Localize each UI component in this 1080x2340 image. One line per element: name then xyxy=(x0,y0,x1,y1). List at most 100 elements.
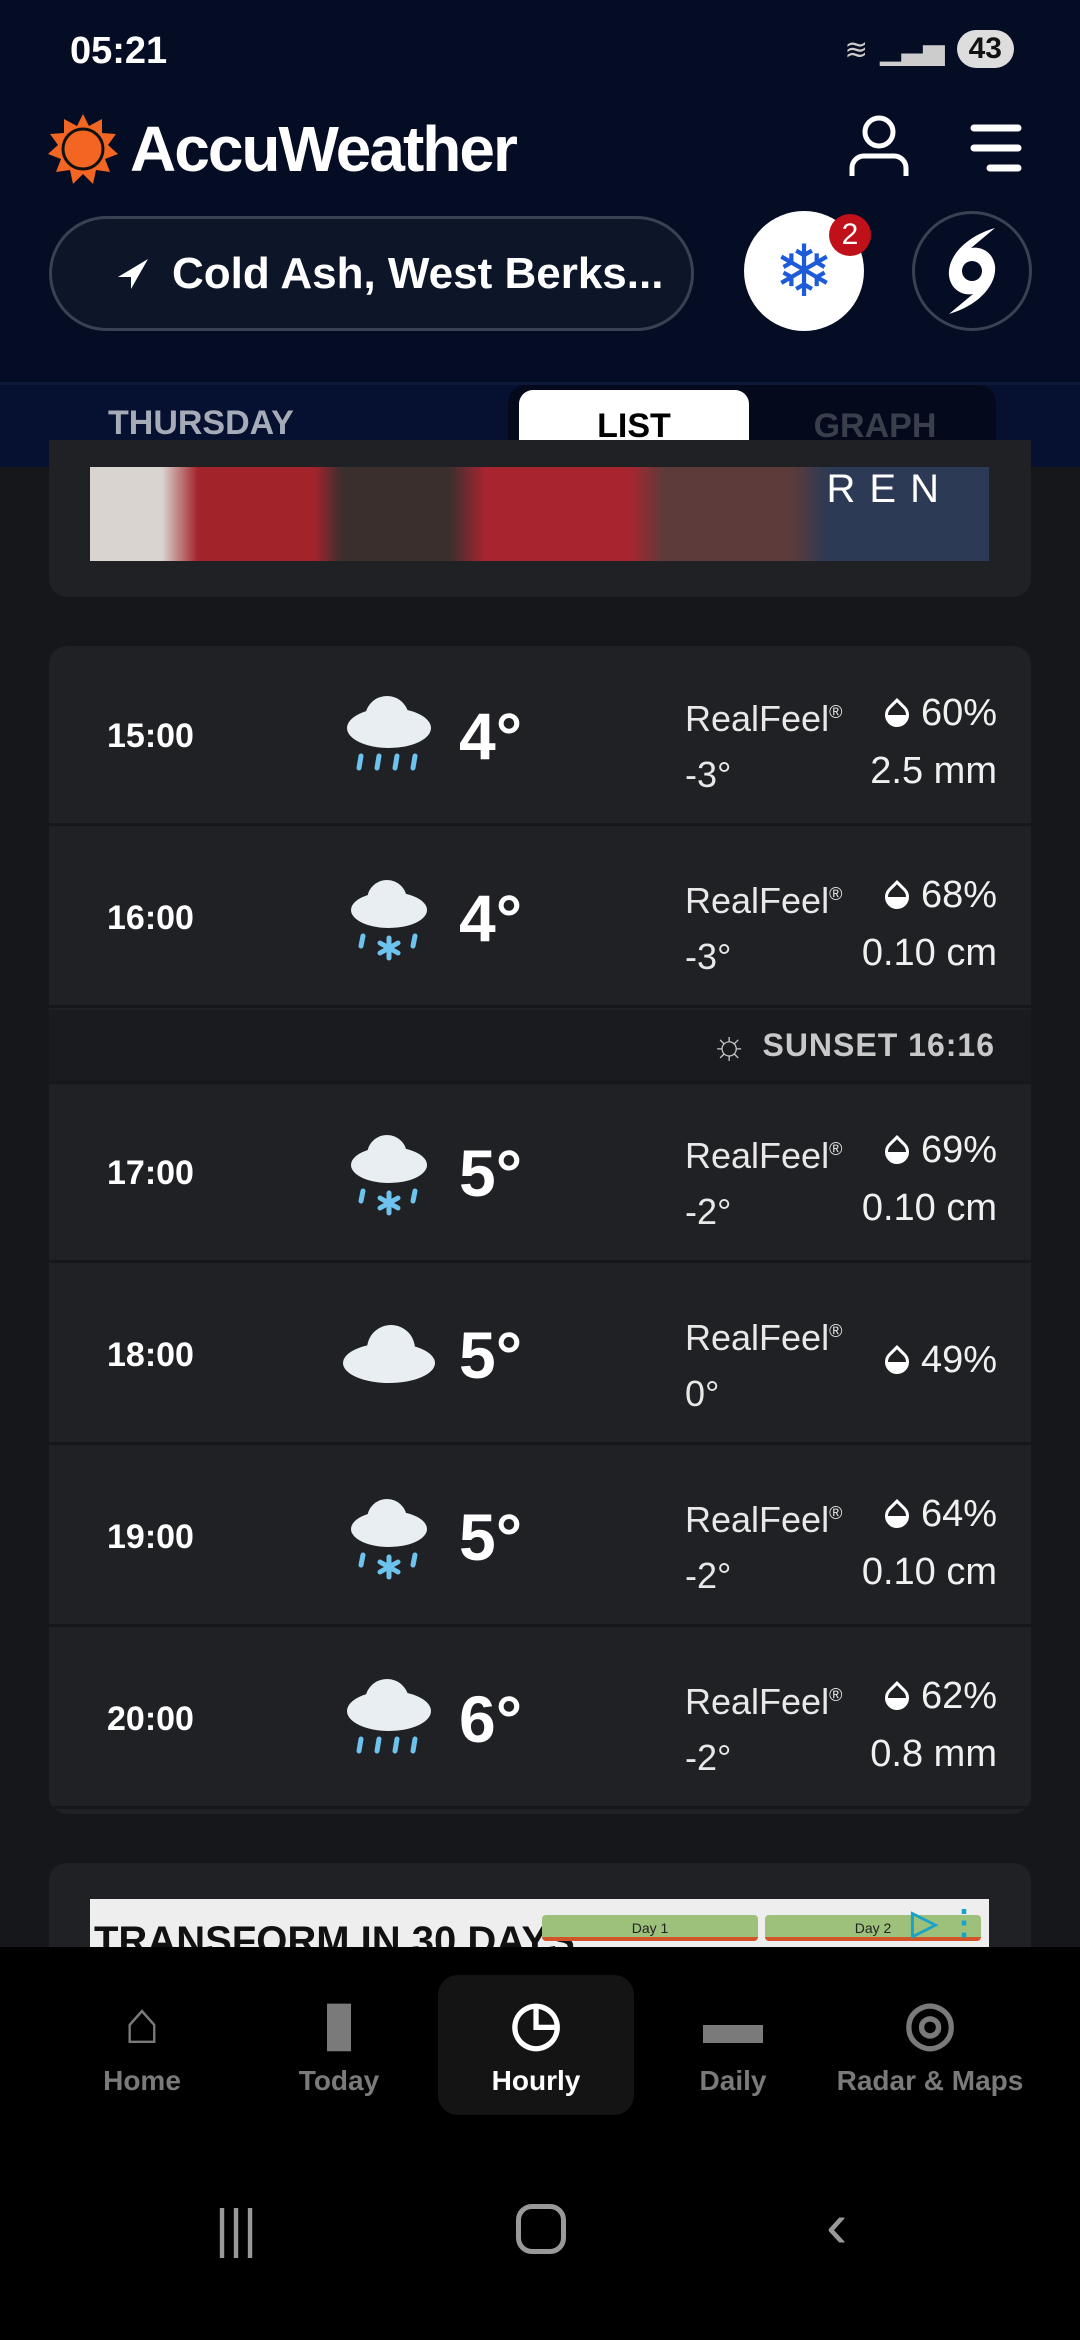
location-arrow-icon xyxy=(118,258,148,289)
realfeel-value: -2° xyxy=(685,1191,732,1232)
precip-probability: 62% xyxy=(920,1675,997,1717)
snowflake-icon: ❄ xyxy=(773,232,835,312)
realfeel-label: RealFeel xyxy=(685,1317,830,1358)
hour-time: 17:00 xyxy=(107,1154,194,1192)
sunset-label: SUNSET 16:16 xyxy=(762,1027,995,1063)
hourly-list: 15:00 4° RealFeel® -3° 60% 2.5 mm 16:00 4° … xyxy=(49,646,1031,1814)
cloud-icon xyxy=(339,1305,439,1405)
location-name: Cold Ash, West Berks... xyxy=(172,248,664,298)
status-time: 05:21 xyxy=(70,30,168,72)
sun-logo-icon xyxy=(48,114,118,184)
hour-temperature: 5° xyxy=(459,1500,523,1574)
accuweather-logo: AccuWeather xyxy=(48,112,518,186)
raindrop-icon xyxy=(879,1344,914,1379)
nav-today[interactable]: ▮ Today xyxy=(241,1975,437,2115)
brand-name: AccuWeather xyxy=(130,113,518,185)
hurricane-icon xyxy=(948,228,996,314)
recent-apps-button[interactable]: ||| xyxy=(215,2199,258,2259)
nav-label: Daily xyxy=(699,2065,767,2096)
nav-hourly[interactable]: ◷ Hourly xyxy=(438,1975,634,2115)
precip-amount: 0.10 cm xyxy=(861,932,997,974)
hour-temperature: 4° xyxy=(459,699,523,773)
realfeel: RealFeel® -3° xyxy=(685,880,843,977)
precip-amount: 2.5 mm xyxy=(870,750,997,792)
precip-probability: 60% xyxy=(920,692,997,734)
precip-probability: 68% xyxy=(920,874,997,916)
realfeel-value: -3° xyxy=(685,936,732,977)
hourly-row[interactable]: 15:00 4° RealFeel® -3° 60% 2.5 mm xyxy=(49,646,1031,826)
hour-time: 15:00 xyxy=(107,717,194,755)
raindrop-icon xyxy=(879,1498,914,1533)
nav-radar-maps[interactable]: ◎ Radar & Maps xyxy=(832,1975,1028,2115)
home-icon: ⌂ xyxy=(123,1989,161,2056)
precip-amount: 0.10 cm xyxy=(861,1187,997,1229)
hourly-row[interactable]: 16:00 4° RealFeel® -3° 68% 0.10 cm xyxy=(49,828,1031,1008)
hourly-row[interactable]: 17:00 5° RealFeel® -2° 69% 0.10 cm xyxy=(49,1083,1031,1263)
hourly-row[interactable]: 18:00 5° RealFeel® 0° 49% xyxy=(49,1265,1031,1445)
alert-count-badge: 2 xyxy=(829,214,871,256)
ad-banner-bottom[interactable]: TRANSFORM IN 30 DAYS Day 1 Day 2 ▷ ⋮ xyxy=(90,1899,989,1949)
nav-label: Home xyxy=(103,2065,181,2096)
hourly-row[interactable]: 19:00 5° RealFeel® -2° 64% 0.10 cm xyxy=(49,1447,1031,1627)
realfeel: RealFeel® -2° xyxy=(685,1499,843,1596)
precip-probability: 64% xyxy=(920,1493,997,1535)
realfeel-label: RealFeel xyxy=(685,1135,830,1176)
day-label: THURSDAY xyxy=(108,404,294,442)
home-system-button[interactable] xyxy=(516,2204,566,2254)
precipitation: 68% 0.10 cm xyxy=(862,866,997,982)
calendar-daily-icon: ▬ xyxy=(703,1989,763,2056)
sleet-icon xyxy=(339,1123,439,1223)
hurricane-button[interactable] xyxy=(912,211,1032,331)
ad-day-1: Day 1 xyxy=(542,1915,758,1941)
realfeel-value: 0° xyxy=(685,1373,720,1414)
precipitation: 64% 0.10 cm xyxy=(862,1485,997,1601)
radar-icon: ◎ xyxy=(903,1989,957,2056)
wifi-icon: ≋ xyxy=(844,33,869,65)
signal-icon: ▁▃▅ xyxy=(880,33,945,65)
realfeel: RealFeel® -2° xyxy=(685,1681,843,1778)
sleet-icon xyxy=(339,1487,439,1587)
ad-day-2: Day 2 xyxy=(765,1915,981,1941)
calendar-today-icon: ▮ xyxy=(322,1989,356,2056)
nav-label: Radar & Maps xyxy=(836,2065,1024,2096)
user-icon xyxy=(849,115,909,176)
tab-graph[interactable]: GRAPH xyxy=(813,406,937,445)
precip-probability: 69% xyxy=(920,1129,997,1171)
back-button[interactable]: ‹ xyxy=(826,2189,848,2261)
realfeel-value: -2° xyxy=(685,1737,732,1778)
realfeel-value: -3° xyxy=(685,754,732,795)
hour-time: 19:00 xyxy=(107,1518,194,1556)
sleet-icon xyxy=(339,868,439,968)
realfeel: RealFeel® 0° xyxy=(685,1317,843,1414)
system-navigation: ||| ‹ xyxy=(0,2148,1080,2340)
realfeel-label: RealFeel xyxy=(685,1499,830,1540)
raindrop-icon xyxy=(879,697,914,732)
rain-icon xyxy=(339,686,439,786)
hour-time: 16:00 xyxy=(107,899,194,937)
nav-daily[interactable]: ▬ Daily xyxy=(635,1975,831,2115)
nav-label: Hourly xyxy=(491,2065,581,2096)
bottom-navigation: ⌂ Home ▮ Today ◷ Hourly ▬ Daily ◎ Radar & Maps xyxy=(0,1947,1080,2148)
hour-temperature: 5° xyxy=(459,1318,523,1392)
location-search-button[interactable]: Cold Ash, West Berks... xyxy=(49,216,694,331)
hourly-row[interactable]: 20:00 6° RealFeel® -2° 62% 0.8 mm xyxy=(49,1629,1031,1809)
ad-banner-top[interactable]: REN xyxy=(90,467,989,561)
menu-button[interactable] xyxy=(968,120,1024,176)
hour-temperature: 4° xyxy=(459,881,523,955)
precip-probability: 49% xyxy=(920,1339,997,1381)
ad-text: REN xyxy=(826,467,953,511)
raindrop-icon xyxy=(879,1134,914,1169)
hour-time: 20:00 xyxy=(107,1700,194,1738)
sun-icon: ☼ xyxy=(710,1023,749,1067)
status-icons: ≋ ▁▃▅ 43 xyxy=(845,30,1014,68)
precipitation: 69% 0.10 cm xyxy=(862,1121,997,1237)
raindrop-icon xyxy=(879,1680,914,1715)
adchoices-icon[interactable]: ▷ ⋮ xyxy=(911,1904,981,1942)
hour-temperature: 5° xyxy=(459,1136,523,1210)
clock-icon: ◷ xyxy=(509,1989,563,2056)
account-button[interactable] xyxy=(846,112,912,178)
nav-home[interactable]: ⌂ Home xyxy=(44,1975,240,2115)
hamburger-icon xyxy=(970,124,1022,172)
realfeel-value: -2° xyxy=(685,1555,732,1596)
hour-temperature: 6° xyxy=(459,1682,523,1756)
